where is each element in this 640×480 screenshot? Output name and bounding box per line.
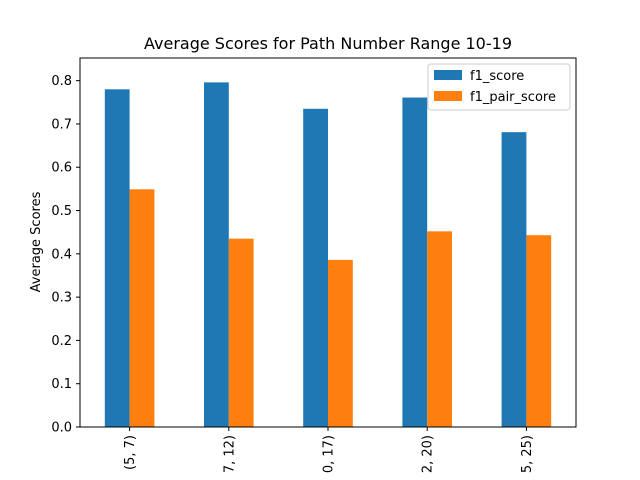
bar-f1_score-1 (204, 82, 229, 428)
bar-f1_pair_score-0 (129, 189, 155, 427)
legend-label-f1_pair_score: f1_pair_score (470, 90, 556, 105)
bar-f1_score-2 (303, 108, 328, 428)
x-tick-label-4: 5, 25) (520, 435, 535, 473)
legend-label-f1_score: f1_score (470, 69, 524, 84)
y-axis-label: Average Scores (29, 191, 44, 292)
x-tick-label-1: 7, 12) (222, 435, 237, 473)
bar-f1_pair_score-1 (228, 238, 254, 427)
legend-swatch-f1_pair_score (434, 91, 462, 101)
chart-title: Average Scores for Path Number Range 10-… (144, 34, 512, 53)
x-tick-label-2: 0, 17) (322, 435, 337, 473)
bars-layer (104, 82, 552, 428)
legend: f1_score f1_pair_score (427, 63, 571, 111)
y-tick-label-3: 0.3 (51, 291, 72, 306)
bar-f1_score-0 (104, 89, 130, 427)
y-tick-label-1: 0.1 (51, 377, 72, 392)
x-axis: (5, 7) 7, 12) 0, 17) 2, 20) 5, 25) (123, 427, 535, 473)
y-tick-label-6: 0.6 (51, 161, 72, 176)
bar-f1_pair_score-3 (427, 231, 452, 427)
y-tick-label-8: 0.8 (51, 74, 72, 89)
y-axis: 0.0 0.1 0.2 0.3 0.4 0.5 0.6 0.7 0.8 (51, 74, 80, 436)
y-tick-label-2: 0.2 (51, 334, 72, 349)
y-tick-label-7: 0.7 (51, 117, 72, 132)
bar-f1_score-4 (501, 132, 527, 428)
x-tick-label-3: 2, 20) (421, 435, 436, 473)
bar-f1_pair_score-2 (328, 259, 353, 427)
y-tick-label-0: 0.0 (51, 421, 72, 436)
legend-box (427, 63, 571, 111)
x-tick-label-0: (5, 7) (123, 435, 138, 470)
y-tick-label-4: 0.4 (51, 247, 72, 262)
bar-f1_score-3 (402, 97, 428, 428)
y-tick-label-5: 0.5 (51, 204, 72, 219)
legend-swatch-f1_score (434, 70, 462, 80)
bar-f1_pair_score-4 (526, 235, 552, 427)
